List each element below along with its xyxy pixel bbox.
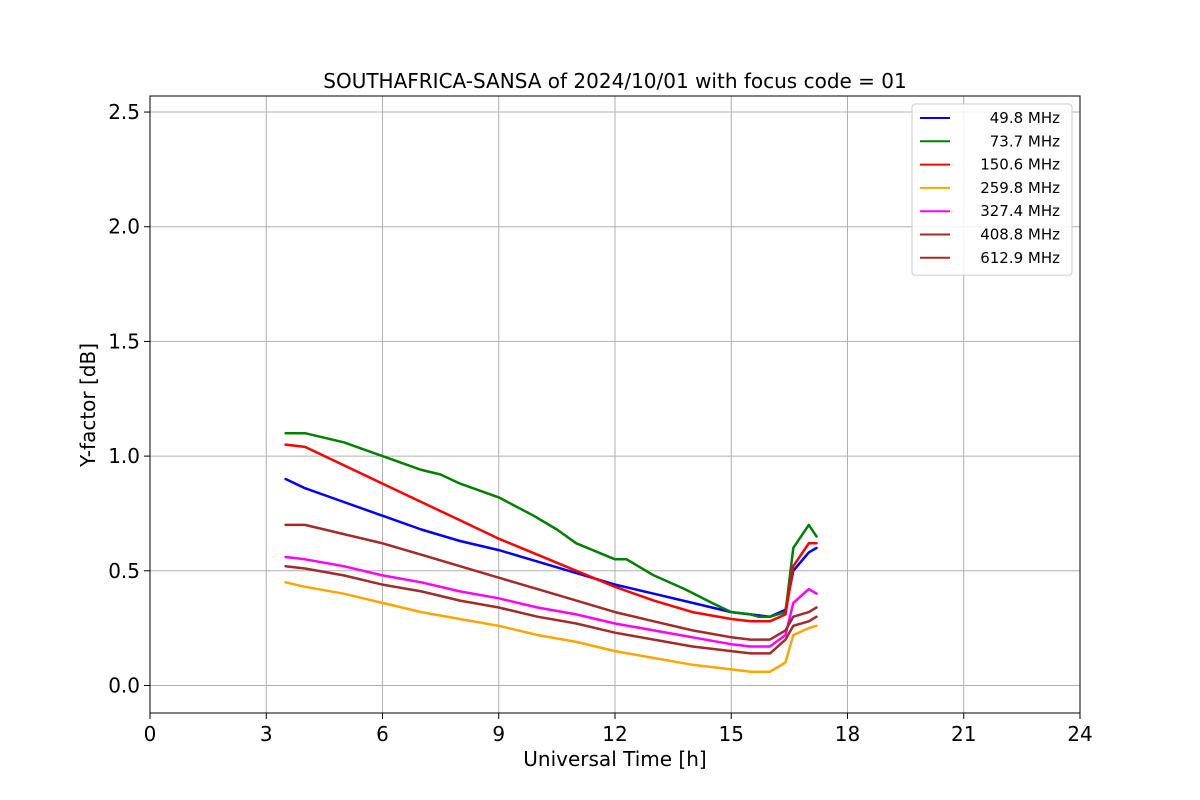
y-tick-label: 1.5 xyxy=(108,329,140,353)
legend-label: 408.8 MHz xyxy=(980,226,1060,244)
chart-title: SOUTHAFRICA-SANSA of 2024/10/01 with foc… xyxy=(323,69,907,93)
x-tick-label: 6 xyxy=(376,722,389,746)
legend-label: 73.7 MHz xyxy=(990,132,1060,150)
x-tick-label: 18 xyxy=(835,722,860,746)
x-tick-label: 21 xyxy=(951,722,976,746)
series-line-1 xyxy=(284,431,818,618)
legend-label: 49.8 MHz xyxy=(990,109,1060,127)
x-tick-label: 12 xyxy=(602,722,627,746)
y-tick-label: 0.0 xyxy=(108,673,140,697)
legend-label: 150.6 MHz xyxy=(980,156,1060,174)
series-line-2 xyxy=(284,443,818,623)
y-tick-label: 0.5 xyxy=(108,559,140,583)
legend: 49.8 MHz 73.7 MHz 150.6 MHz 259.8 MHz 32… xyxy=(911,103,1073,276)
series-line-0 xyxy=(284,477,818,618)
series-line-5 xyxy=(284,523,818,641)
y-tick-label: 2.5 xyxy=(108,100,140,124)
x-axis-label: Universal Time [h] xyxy=(523,747,706,771)
series-layer xyxy=(284,431,818,673)
x-tick-label: 24 xyxy=(1067,722,1092,746)
legend-label: 327.4 MHz xyxy=(980,202,1060,220)
x-tick-label: 15 xyxy=(719,722,744,746)
y-tick-label: 1.0 xyxy=(108,444,140,468)
x-tick-label: 3 xyxy=(260,722,273,746)
series-line-3 xyxy=(284,581,818,673)
y-tick-label: 2.0 xyxy=(108,215,140,239)
x-tick-label: 9 xyxy=(492,722,505,746)
x-tick-label: 0 xyxy=(144,722,157,746)
legend-box xyxy=(911,103,1073,276)
series-line-4 xyxy=(284,555,818,648)
legend-label: 612.9 MHz xyxy=(980,249,1060,267)
y-axis-label: Y-factor [dB] xyxy=(76,343,100,468)
legend-label: 259.8 MHz xyxy=(980,179,1060,197)
series-line-6 xyxy=(284,564,818,655)
ticks: 0 3 6 9 12 15 18 21 24 0.0 0.5 1.0 1.5 2.0 2.5 xyxy=(108,100,1093,746)
